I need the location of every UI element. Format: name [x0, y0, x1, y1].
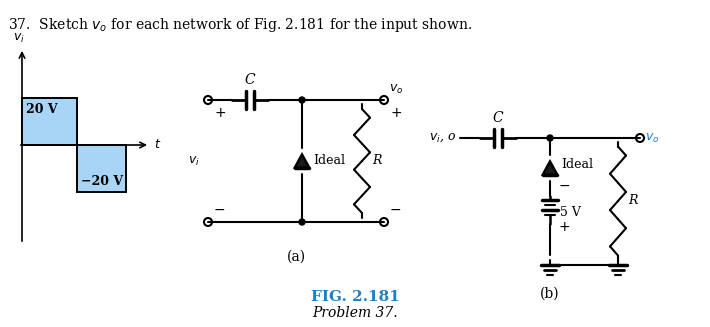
- Text: (b): (b): [540, 287, 559, 301]
- Text: $t$: $t$: [154, 139, 161, 151]
- Polygon shape: [543, 162, 557, 175]
- Text: FIG. 2.181: FIG. 2.181: [310, 290, 400, 304]
- Text: $v_i$: $v_i$: [188, 154, 200, 167]
- Text: Ideal: Ideal: [561, 159, 593, 171]
- Text: −: −: [390, 203, 402, 217]
- Circle shape: [299, 97, 305, 103]
- Text: −: −: [214, 203, 226, 217]
- Text: −: −: [559, 179, 571, 193]
- Text: $v_o$: $v_o$: [389, 83, 403, 96]
- Text: R: R: [628, 195, 638, 208]
- Circle shape: [547, 135, 553, 141]
- Text: +: +: [559, 220, 571, 234]
- Polygon shape: [295, 154, 309, 167]
- Text: −20 V: −20 V: [81, 175, 123, 188]
- Text: $v_i$, o: $v_i$, o: [429, 131, 456, 145]
- Text: Ideal: Ideal: [313, 153, 345, 166]
- Text: 5 V: 5 V: [560, 205, 581, 218]
- Text: Problem 37.: Problem 37.: [312, 306, 398, 320]
- Text: +: +: [390, 106, 402, 120]
- Bar: [22, 98, 77, 145]
- Text: (a): (a): [286, 250, 305, 264]
- Text: $v_i$: $v_i$: [13, 32, 25, 45]
- Text: 37.  Sketch $v_o$ for each network of Fig. 2.181 for the input shown.: 37. Sketch $v_o$ for each network of Fig…: [8, 16, 472, 34]
- Text: R: R: [372, 154, 381, 167]
- Text: +: +: [214, 106, 226, 120]
- Circle shape: [299, 219, 305, 225]
- Text: C: C: [493, 111, 503, 125]
- Text: $v_o$: $v_o$: [645, 131, 660, 145]
- Text: C: C: [245, 73, 256, 87]
- Text: 20 V: 20 V: [26, 103, 58, 116]
- Bar: [77, 145, 126, 192]
